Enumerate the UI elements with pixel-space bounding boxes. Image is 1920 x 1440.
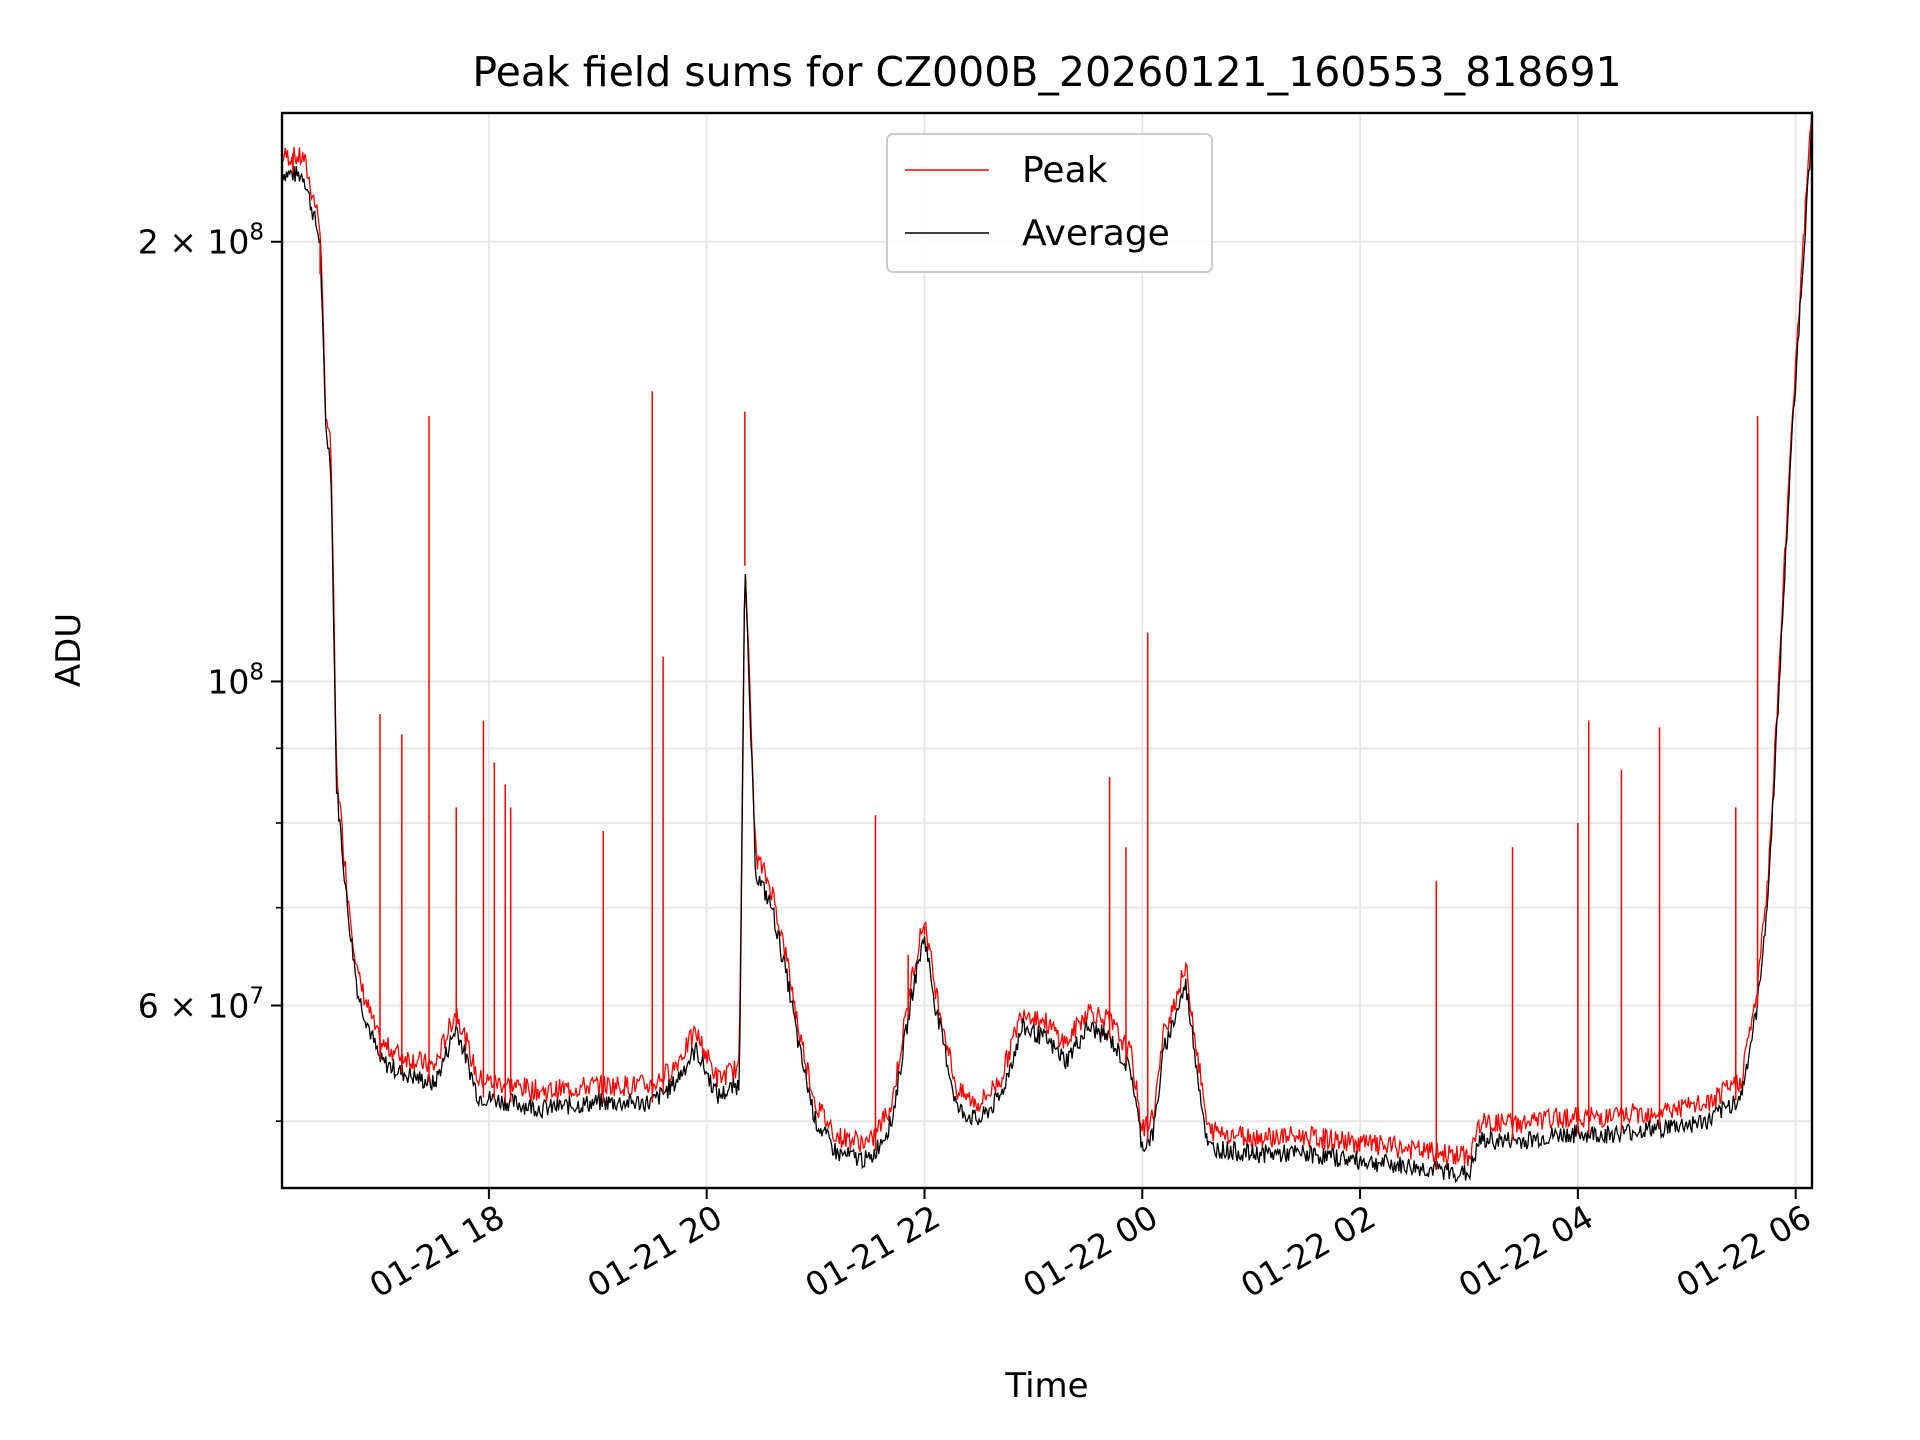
plot-frame (280, 111, 1814, 1190)
average-series-line (281, 124, 1813, 1184)
y-tick-label: 6 × 107 (138, 984, 264, 1026)
y-tick-label: 2 × 108 (138, 220, 264, 262)
peak-series-line (281, 110, 1813, 1167)
plot-area (281, 110, 1813, 1184)
chart-title: Peak field sums for CZ000B_20260121_1605… (472, 48, 1621, 96)
y-tick-label: 108 (207, 659, 264, 701)
legend-label-peak: Peak (1022, 150, 1108, 191)
x-axis-label: Time (1004, 1366, 1088, 1406)
y-axis-label: ADU (49, 613, 89, 687)
legend-box (886, 133, 1213, 273)
legend: Peak Average (886, 133, 1213, 273)
legend-label-average: Average (1022, 213, 1170, 254)
